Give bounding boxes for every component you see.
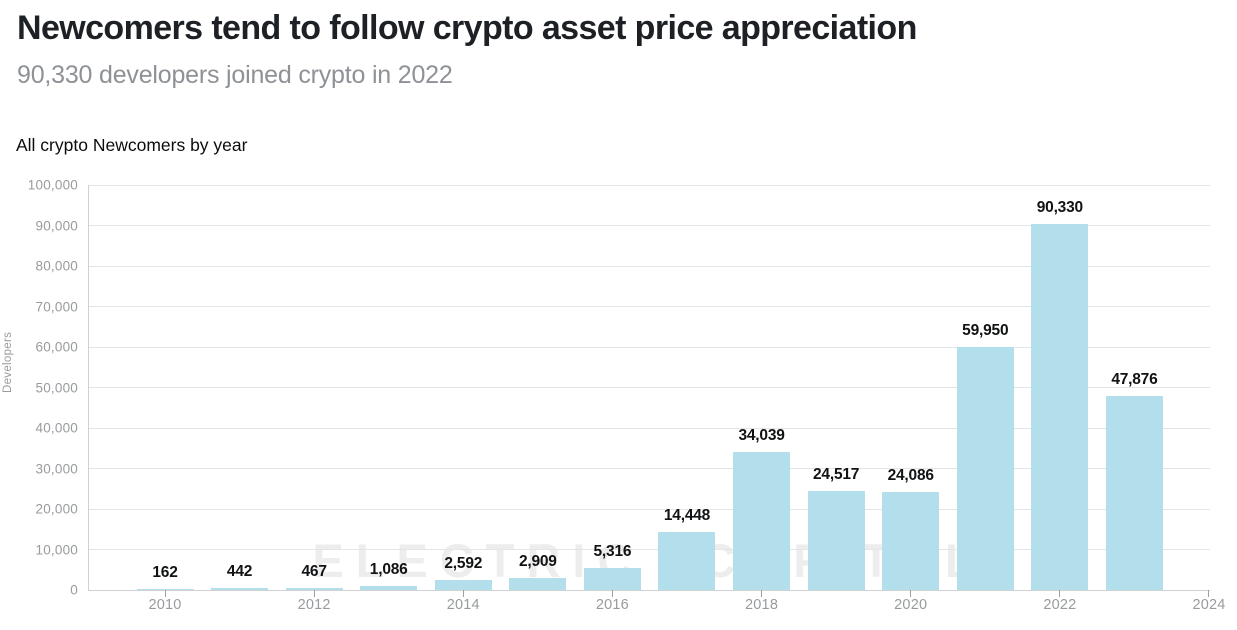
bar-2019: [807, 490, 865, 590]
x-tick-label-2020: 2020: [894, 597, 928, 613]
x-tick-label-2024: 2024: [1192, 597, 1226, 613]
y-tick-label: 0: [70, 582, 78, 598]
bar-2010: [136, 589, 194, 590]
bar-2023: [1105, 396, 1163, 590]
gridline-20000: [88, 508, 1210, 510]
y-tick-label: 20,000: [35, 501, 78, 517]
gridline-60000: [88, 346, 1210, 348]
x-tick-mark-2010: [164, 590, 166, 597]
bar-value-label-2023: 47,876: [1111, 371, 1158, 389]
bar-value-label-2020: 24,086: [887, 467, 934, 485]
x-tick-label-2018: 2018: [745, 597, 779, 613]
page-subtitle: 90,330 developers joined crypto in 2022: [17, 61, 453, 89]
bar-value-label-2017: 14,448: [663, 506, 711, 524]
bar-value-label-2012: 467: [301, 563, 327, 581]
x-tick-label-2012: 2012: [297, 597, 331, 613]
y-tick-label: 80,000: [35, 258, 78, 274]
y-tick-label: 90,000: [35, 218, 78, 233]
bar-2014: [434, 579, 492, 590]
gridline-70000: [88, 306, 1210, 307]
gridline-100000: [88, 184, 1210, 186]
bar-2017: [658, 531, 716, 590]
x-tick-label-2016: 2016: [595, 597, 629, 613]
bar-2012: [285, 588, 343, 590]
y-tick-label: 50,000: [35, 380, 78, 395]
bar-value-label-2013: 1,086: [369, 560, 408, 578]
bar-2015: [509, 578, 567, 590]
bar-value-label-2022: 90,330: [1036, 199, 1083, 217]
gridline-10000: [88, 549, 1210, 550]
x-tick-mark-2018: [761, 590, 763, 597]
bar-2020: [882, 492, 940, 590]
bar-value-label-2016: 5,316: [593, 543, 632, 561]
bar-2016: [583, 568, 641, 590]
x-tick-label-2014: 2014: [446, 597, 480, 613]
gridline-40000: [88, 427, 1210, 429]
bar-value-label-2014: 2,592: [444, 554, 483, 572]
y-axis-tick-labels: 0 10,000 20,000 30,000 40,000 50,000 60,000 70,…: [0, 178, 78, 598]
y-tick-label: 100,000: [27, 177, 78, 193]
x-tick-mark-2024: [1208, 590, 1210, 597]
bar-value-label-2019: 24,517: [813, 465, 860, 483]
x-tick-label-2022: 2022: [1043, 597, 1077, 613]
y-tick-label: 10,000: [35, 542, 78, 557]
bar-2022: [1031, 224, 1089, 590]
bar-value-label-2015: 2,909: [518, 553, 557, 571]
chart-section-label: All crypto Newcomers by year: [16, 135, 248, 155]
bar-value-label-2018: 34,039: [738, 427, 785, 445]
gridline-0: [88, 589, 1210, 591]
x-tick-mark-2022: [1059, 590, 1061, 597]
bar-2011: [211, 588, 269, 590]
x-tick-label-2010: 2010: [148, 597, 182, 613]
gridline-50000: [88, 387, 1210, 388]
page-title: Newcomers tend to follow crypto asset pr…: [17, 9, 917, 47]
bar-value-label-2021: 59,950: [962, 322, 1009, 340]
x-tick-mark-2012: [313, 590, 315, 597]
x-tick-mark-2014: [462, 590, 464, 597]
bar-2013: [360, 585, 418, 590]
y-tick-label: 30,000: [35, 461, 78, 476]
x-tick-mark-2016: [611, 590, 613, 597]
y-tick-label: 70,000: [35, 299, 78, 314]
y-axis-line: [88, 185, 89, 590]
bar-value-label-2010: 162: [152, 564, 178, 582]
y-tick-label: 60,000: [35, 339, 78, 355]
gridline-90000: [88, 225, 1210, 226]
x-tick-mark-2020: [910, 590, 912, 597]
gridline-80000: [88, 265, 1210, 267]
bar-2021: [956, 347, 1014, 590]
y-tick-label: 40,000: [35, 420, 78, 436]
bar-chart-plot-area: ELECTRIC CAPITAL 1624424671,0862,5922,90…: [88, 184, 1225, 613]
bar-2018: [733, 452, 791, 590]
gridline-30000: [88, 468, 1210, 469]
bar-value-label-2011: 442: [226, 563, 253, 581]
